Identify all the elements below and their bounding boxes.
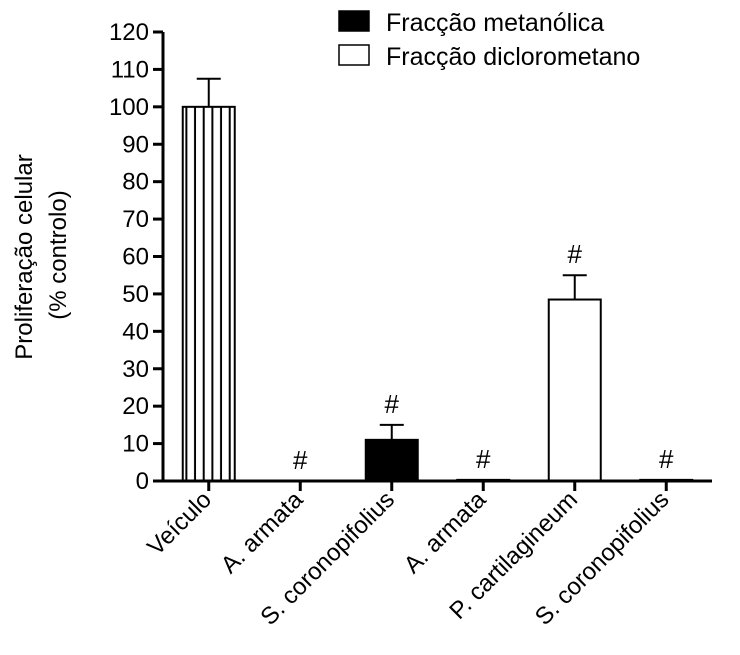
x-tick-label: A. armata (399, 486, 492, 579)
significance-marker: # (568, 239, 583, 269)
y-tick-label: 110 (111, 56, 149, 83)
legend-swatch-diclorometano (338, 44, 370, 66)
y-tick-label: 10 (122, 431, 149, 458)
bars: # # # # # (181, 77, 694, 483)
y-tick-label: 30 (122, 356, 149, 383)
legend-label-diclorometano: Fracção diclorometano (386, 43, 640, 71)
y-tick-label: 0 (136, 468, 149, 495)
y-tick-label: 120 (109, 19, 149, 46)
y-tick-label: 90 (122, 131, 149, 158)
legend: Fracção metanólica Fracção diclorometano (338, 9, 640, 71)
bar (547, 298, 602, 483)
y-axis-title-line-2: (% controlo) (45, 190, 72, 319)
significance-marker: # (385, 389, 400, 419)
y-tick-label: 100 (109, 94, 149, 121)
y-tick-label: 60 (122, 244, 149, 271)
y-axis-title-line-1: Proliferação celular (11, 154, 38, 359)
legend-swatch-metanolica (338, 10, 370, 32)
y-tick-label: 20 (122, 393, 149, 420)
bar (181, 105, 236, 482)
y-tick-label: 40 (122, 318, 149, 345)
significance-marker: # (476, 444, 491, 474)
y-tick-label: 80 (122, 169, 149, 196)
y-tick-label: 70 (122, 206, 149, 233)
y-tick-label: 50 (122, 281, 149, 308)
y-axis: 0 10 20 30 40 50 60 70 80 90 100 110 120 (109, 19, 165, 495)
significance-marker: # (293, 445, 308, 475)
bar (364, 438, 419, 483)
significance-marker: # (659, 444, 674, 474)
legend-label-metanolica: Fracção metanólica (386, 9, 604, 37)
y-axis-title: Proliferação celular (% controlo) (11, 150, 72, 359)
x-tick-label: Veículo (142, 486, 217, 561)
x-tick-label: A. armata (216, 486, 309, 579)
